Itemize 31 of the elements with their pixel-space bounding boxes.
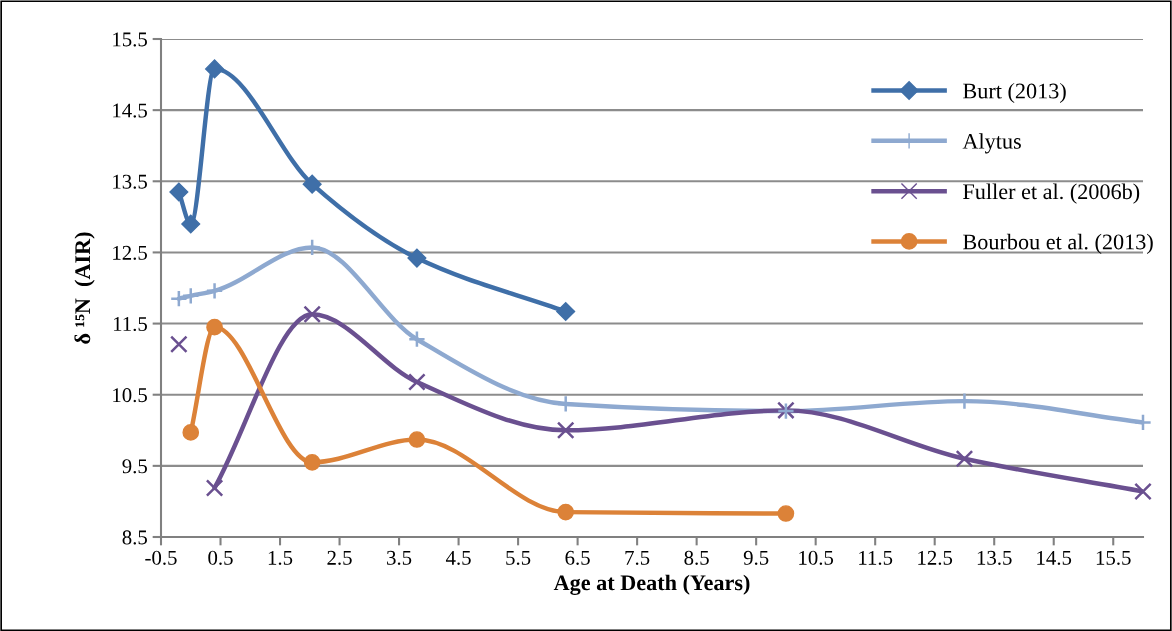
y-tick-label: 14.5 — [113, 103, 147, 118]
y-tick-label: 10.5 — [113, 388, 147, 403]
x-tick-label: 2.5 — [327, 550, 352, 565]
legend-label: Burt (2013) — [963, 82, 1066, 104]
x-tick-label: 14.5 — [1037, 550, 1072, 565]
y-tick-label: 11.5 — [113, 317, 147, 332]
y-axis-title: δ ¹⁵N (AIR) — [74, 232, 95, 344]
y-tick-label: 9.5 — [122, 459, 147, 474]
x-tick-label: 10.5 — [799, 550, 834, 565]
y-tick-label: 12.5 — [113, 245, 147, 260]
x-tick-label: 3.5 — [387, 550, 412, 565]
x-tick-label: 12.5 — [918, 550, 953, 565]
y-tick-label: 15.5 — [113, 32, 147, 47]
y-tick-label: 13.5 — [113, 174, 147, 189]
legend-label: Alytus — [962, 133, 1021, 154]
x-tick-label: 6.5 — [565, 550, 590, 565]
x-tick-label: 8.5 — [684, 550, 709, 565]
x-tick-label: 11.5 — [859, 550, 893, 565]
x-axis-title: Age at Death (Years) — [553, 574, 750, 595]
x-tick-label: -0.5 — [145, 550, 177, 565]
legend-label: Bourbou et al. (2013) — [963, 233, 1153, 254]
x-tick-label: 13.5 — [977, 550, 1012, 565]
x-tick-label: 5.5 — [506, 551, 531, 565]
x-tick-label: 4.5 — [445, 550, 471, 565]
x-tick-label: 15.5 — [1096, 550, 1131, 565]
x-tick-label: 0.5 — [208, 550, 233, 565]
x-tick-label: 7.5 — [625, 551, 650, 565]
x-tick-label: 9.5 — [743, 550, 769, 565]
x-tick-label: 1.5 — [268, 550, 293, 565]
legend-label: Fuller et al. (2006b) — [963, 183, 1140, 204]
y-tick-label: 8.5 — [122, 530, 147, 545]
